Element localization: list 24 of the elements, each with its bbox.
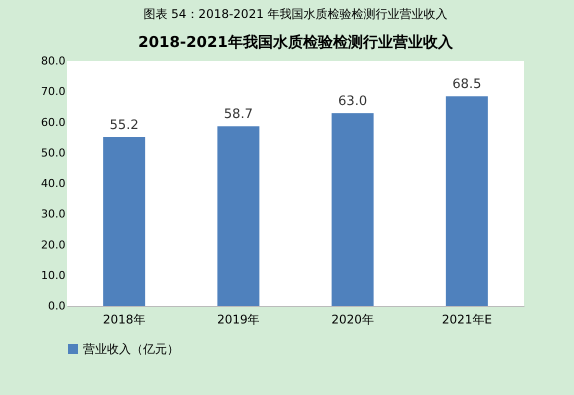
x-tick-label: 2021年E bbox=[442, 312, 492, 326]
y-tick-label: 20.0 bbox=[41, 238, 66, 252]
y-tick-label: 10.0 bbox=[41, 268, 66, 282]
x-tick-label: 2020年 bbox=[331, 312, 374, 326]
y-tick-label: 70.0 bbox=[41, 85, 66, 98]
bar bbox=[103, 136, 146, 306]
y-tick-label: 40.0 bbox=[41, 177, 66, 190]
x-tick-label: 2019年 bbox=[217, 312, 260, 326]
y-tick-label: 50.0 bbox=[41, 146, 66, 160]
chart-title: 图表 54：2018-2021 年我国水质检验检测行业营业收入 bbox=[143, 7, 448, 21]
y-tick-label: 60.0 bbox=[41, 116, 66, 129]
bar bbox=[332, 113, 374, 306]
text: 58.7 bbox=[224, 107, 253, 122]
y-tick-label: 80.0 bbox=[41, 54, 66, 68]
legend-label: 营业收入（亿元） bbox=[83, 342, 179, 356]
y-tick-label: 30.0 bbox=[41, 208, 66, 221]
text: 63.0 bbox=[338, 94, 368, 110]
text: 68.5 bbox=[452, 77, 482, 92]
x-tick-label: 2018年 bbox=[102, 312, 146, 326]
chart-subtitle: 2018-2021年我国水质检验检测行业营业收入 bbox=[138, 33, 454, 51]
bar bbox=[446, 96, 488, 306]
text: 55.2 bbox=[110, 118, 139, 133]
bar bbox=[217, 126, 260, 306]
y-tick-label: 0.0 bbox=[48, 300, 66, 312]
